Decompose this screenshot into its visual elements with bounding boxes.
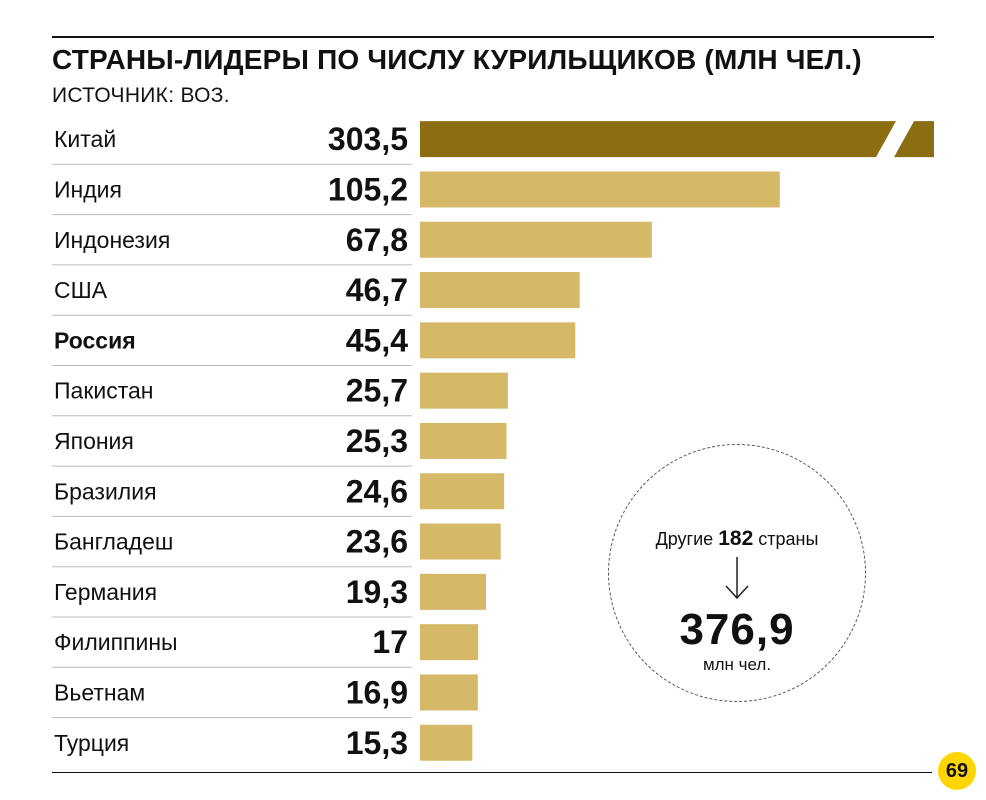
value-label: 17 (372, 624, 408, 660)
value-label: 24,6 (346, 473, 408, 509)
value-label: 19,3 (346, 574, 408, 610)
category-label: Турция (54, 730, 129, 756)
category-label: Бразилия (54, 478, 157, 504)
category-label: Германия (54, 579, 157, 605)
category-label: Вьетнам (54, 679, 145, 705)
category-label: Филиппины (54, 629, 178, 655)
category-label: США (54, 277, 108, 303)
category-label: Индонезия (54, 227, 170, 253)
bar (420, 171, 780, 208)
value-label: 23,6 (346, 524, 408, 560)
bar (420, 422, 507, 459)
callout-caption: Другие 182 страны (609, 527, 865, 551)
value-label: 25,3 (346, 423, 408, 459)
bar (420, 724, 473, 761)
value-label: 25,7 (346, 373, 408, 409)
value-label: 45,4 (346, 322, 408, 358)
callout-unit: млн чел. (702, 655, 772, 674)
top-rule (52, 36, 934, 38)
callout-suffix: страны (758, 529, 819, 549)
value-label: 15,3 (346, 725, 408, 761)
value-label: 67,8 (346, 222, 408, 258)
others-callout: Другие 182 страны 376,9 млн чел. (608, 444, 866, 702)
bar (420, 473, 505, 510)
callout-total: 376,9 (679, 605, 795, 654)
callout-prefix: Другие (655, 529, 714, 549)
chart-title: СТРАНЫ-ЛИДЕРЫ ПО ЧИСЛУ КУРИЛЬЩИКОВ (МЛН … (52, 44, 862, 75)
callout-count: 182 (718, 527, 754, 550)
category-label: Россия (54, 327, 136, 353)
value-label: 303,5 (328, 121, 408, 157)
category-label: Япония (54, 428, 134, 454)
category-label: Пакистан (54, 378, 154, 404)
category-label: Китай (54, 126, 116, 152)
bar (420, 221, 652, 258)
bottom-rule (52, 772, 932, 773)
value-label: 105,2 (328, 171, 408, 207)
category-label: Индия (54, 176, 122, 202)
bar (420, 674, 478, 711)
category-label: Бангладеш (54, 529, 173, 555)
down-arrow-icon (609, 555, 865, 605)
value-label: 46,7 (346, 272, 408, 308)
bar (420, 121, 934, 158)
chart-source: ИСТОЧНИК: ВОЗ. (52, 84, 230, 107)
bar (420, 272, 580, 309)
bar (420, 372, 508, 409)
value-label: 16,9 (346, 674, 408, 710)
bar (420, 523, 501, 560)
bar (420, 624, 479, 661)
bar (420, 322, 576, 359)
publisher-logo: 69 (938, 752, 976, 790)
bar (420, 573, 487, 610)
